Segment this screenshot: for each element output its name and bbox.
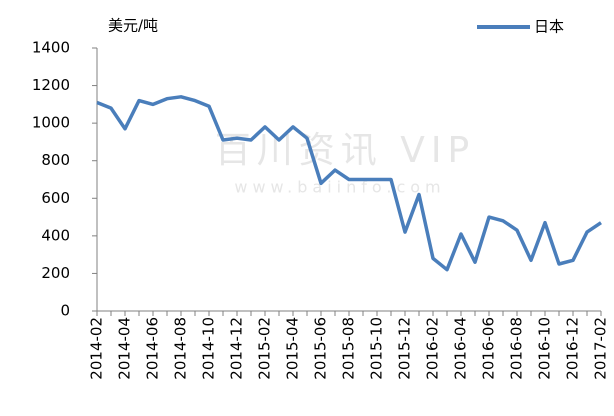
x-tick-label: 2016-12 bbox=[564, 317, 582, 380]
x-tick-label: 2016-08 bbox=[508, 317, 526, 380]
x-tick-label: 2015-12 bbox=[396, 317, 414, 380]
x-tick-label: 2017-02 bbox=[592, 317, 610, 380]
x-tick-label: 2016-06 bbox=[480, 317, 498, 380]
y-axis-label: 美元/吨 bbox=[108, 17, 158, 35]
x-tick-label: 2015-04 bbox=[284, 317, 302, 380]
x-tick-label: 2014-10 bbox=[200, 317, 218, 380]
x-tick-label: 2014-06 bbox=[144, 317, 162, 380]
x-tick-label: 2015-02 bbox=[256, 317, 274, 380]
legend-label: 日本 bbox=[534, 18, 564, 36]
y-tick-label: 0 bbox=[60, 302, 70, 320]
watermark: 百川资讯 VIP bbox=[215, 130, 475, 171]
y-tick-label: 1200 bbox=[32, 76, 70, 94]
x-tick-label: 2016-04 bbox=[452, 317, 470, 380]
watermark-url: www.baiinfo.com bbox=[234, 178, 445, 197]
y-tick-label: 1400 bbox=[32, 39, 70, 57]
x-tick-label: 2015-08 bbox=[340, 317, 358, 380]
x-tick-label: 2016-10 bbox=[536, 317, 554, 380]
y-tick-label: 600 bbox=[41, 189, 70, 207]
x-tick-label: 2014-08 bbox=[172, 317, 190, 380]
y-tick-label: 200 bbox=[41, 264, 70, 282]
x-tick-label: 2014-02 bbox=[88, 317, 106, 380]
x-tick-label: 2014-12 bbox=[228, 317, 246, 380]
y-tick-label: 800 bbox=[41, 151, 70, 169]
x-tick-label: 2014-04 bbox=[116, 317, 134, 380]
y-tick-label: 400 bbox=[41, 226, 70, 244]
line-series bbox=[96, 95, 602, 272]
x-tick-label: 2015-06 bbox=[312, 317, 330, 380]
x-tick-label: 2015-10 bbox=[368, 317, 386, 380]
y-tick-label: 1000 bbox=[32, 114, 70, 132]
x-tick-label: 2016-02 bbox=[424, 317, 442, 380]
